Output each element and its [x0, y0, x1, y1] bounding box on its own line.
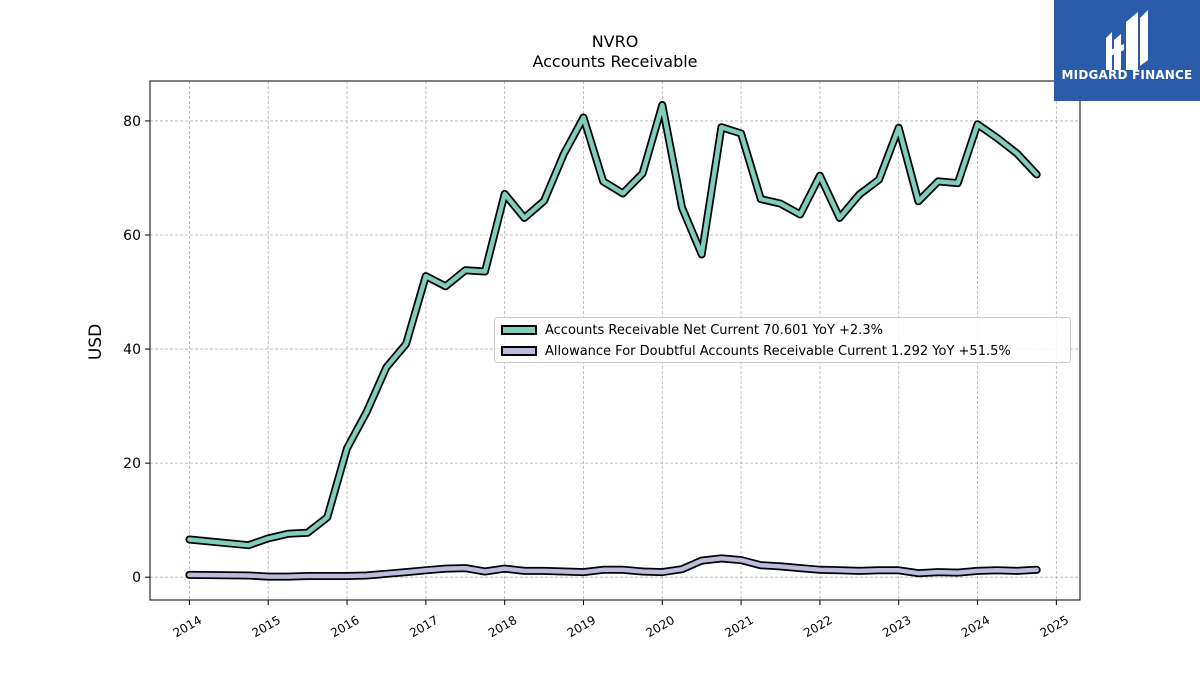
- legend-label-ar-net: Accounts Receivable Net Current 70.601 Y…: [545, 322, 883, 338]
- x-tick-label-7: 2021: [722, 613, 755, 640]
- x-tick-label-6: 2020: [644, 613, 677, 640]
- brand-name: MIDGARD FINANCE: [1061, 68, 1193, 82]
- y-tick-label-3: 60: [123, 228, 141, 244]
- y-tick-label-1: 20: [123, 456, 141, 472]
- x-tick-label-10: 2024: [959, 613, 992, 640]
- y-axis-label: USD: [86, 324, 106, 360]
- legend-swatch-allowance: [501, 346, 537, 356]
- y-tick-label-2: 40: [123, 342, 141, 358]
- x-tick-label-3: 2017: [407, 613, 440, 640]
- y-tick-label-4: 80: [123, 114, 141, 130]
- legend-item-ar-net: Accounts Receivable Net Current 70.601 Y…: [501, 321, 883, 339]
- x-tick-label-5: 2019: [565, 613, 598, 640]
- x-tick-label-0: 2014: [171, 613, 204, 640]
- x-tick-label-8: 2022: [801, 613, 834, 640]
- legend-swatch-ar-net: [501, 325, 537, 335]
- grid-lines: [150, 81, 1080, 600]
- chart-subtitle: Accounts Receivable: [532, 52, 698, 71]
- midgard-monogram-icon: [1106, 10, 1148, 70]
- x-tick-label-11: 2025: [1038, 613, 1071, 640]
- x-tick-label-1: 2015: [249, 613, 282, 640]
- x-tick-label-9: 2023: [880, 613, 913, 640]
- x-tick-label-2: 2016: [328, 613, 361, 640]
- x-tick-label-4: 2018: [486, 613, 519, 640]
- legend-item-allowance: Allowance For Doubtful Accounts Receivab…: [501, 342, 1011, 360]
- y-axis: 0 20 40 60 80: [123, 114, 150, 586]
- chart-title: NVRO: [591, 32, 639, 51]
- series-layer: [185, 101, 1041, 581]
- legend: Accounts Receivable Net Current 70.601 Y…: [494, 317, 1071, 363]
- legend-label-allowance: Allowance For Doubtful Accounts Receivab…: [545, 343, 1011, 359]
- series-line-1: [187, 556, 1039, 579]
- plot-frame: [149, 80, 1081, 601]
- brand-logo: MIDGARD FINANCE: [1054, 0, 1200, 101]
- series-line-0: [187, 102, 1039, 548]
- x-axis: 2014 2015 2016 2017 2018 2019 2020 2021 2022 2023…: [171, 600, 1071, 640]
- y-tick-label-0: 0: [132, 570, 141, 586]
- chart-title-block: NVRO Accounts Receivable: [150, 32, 1080, 72]
